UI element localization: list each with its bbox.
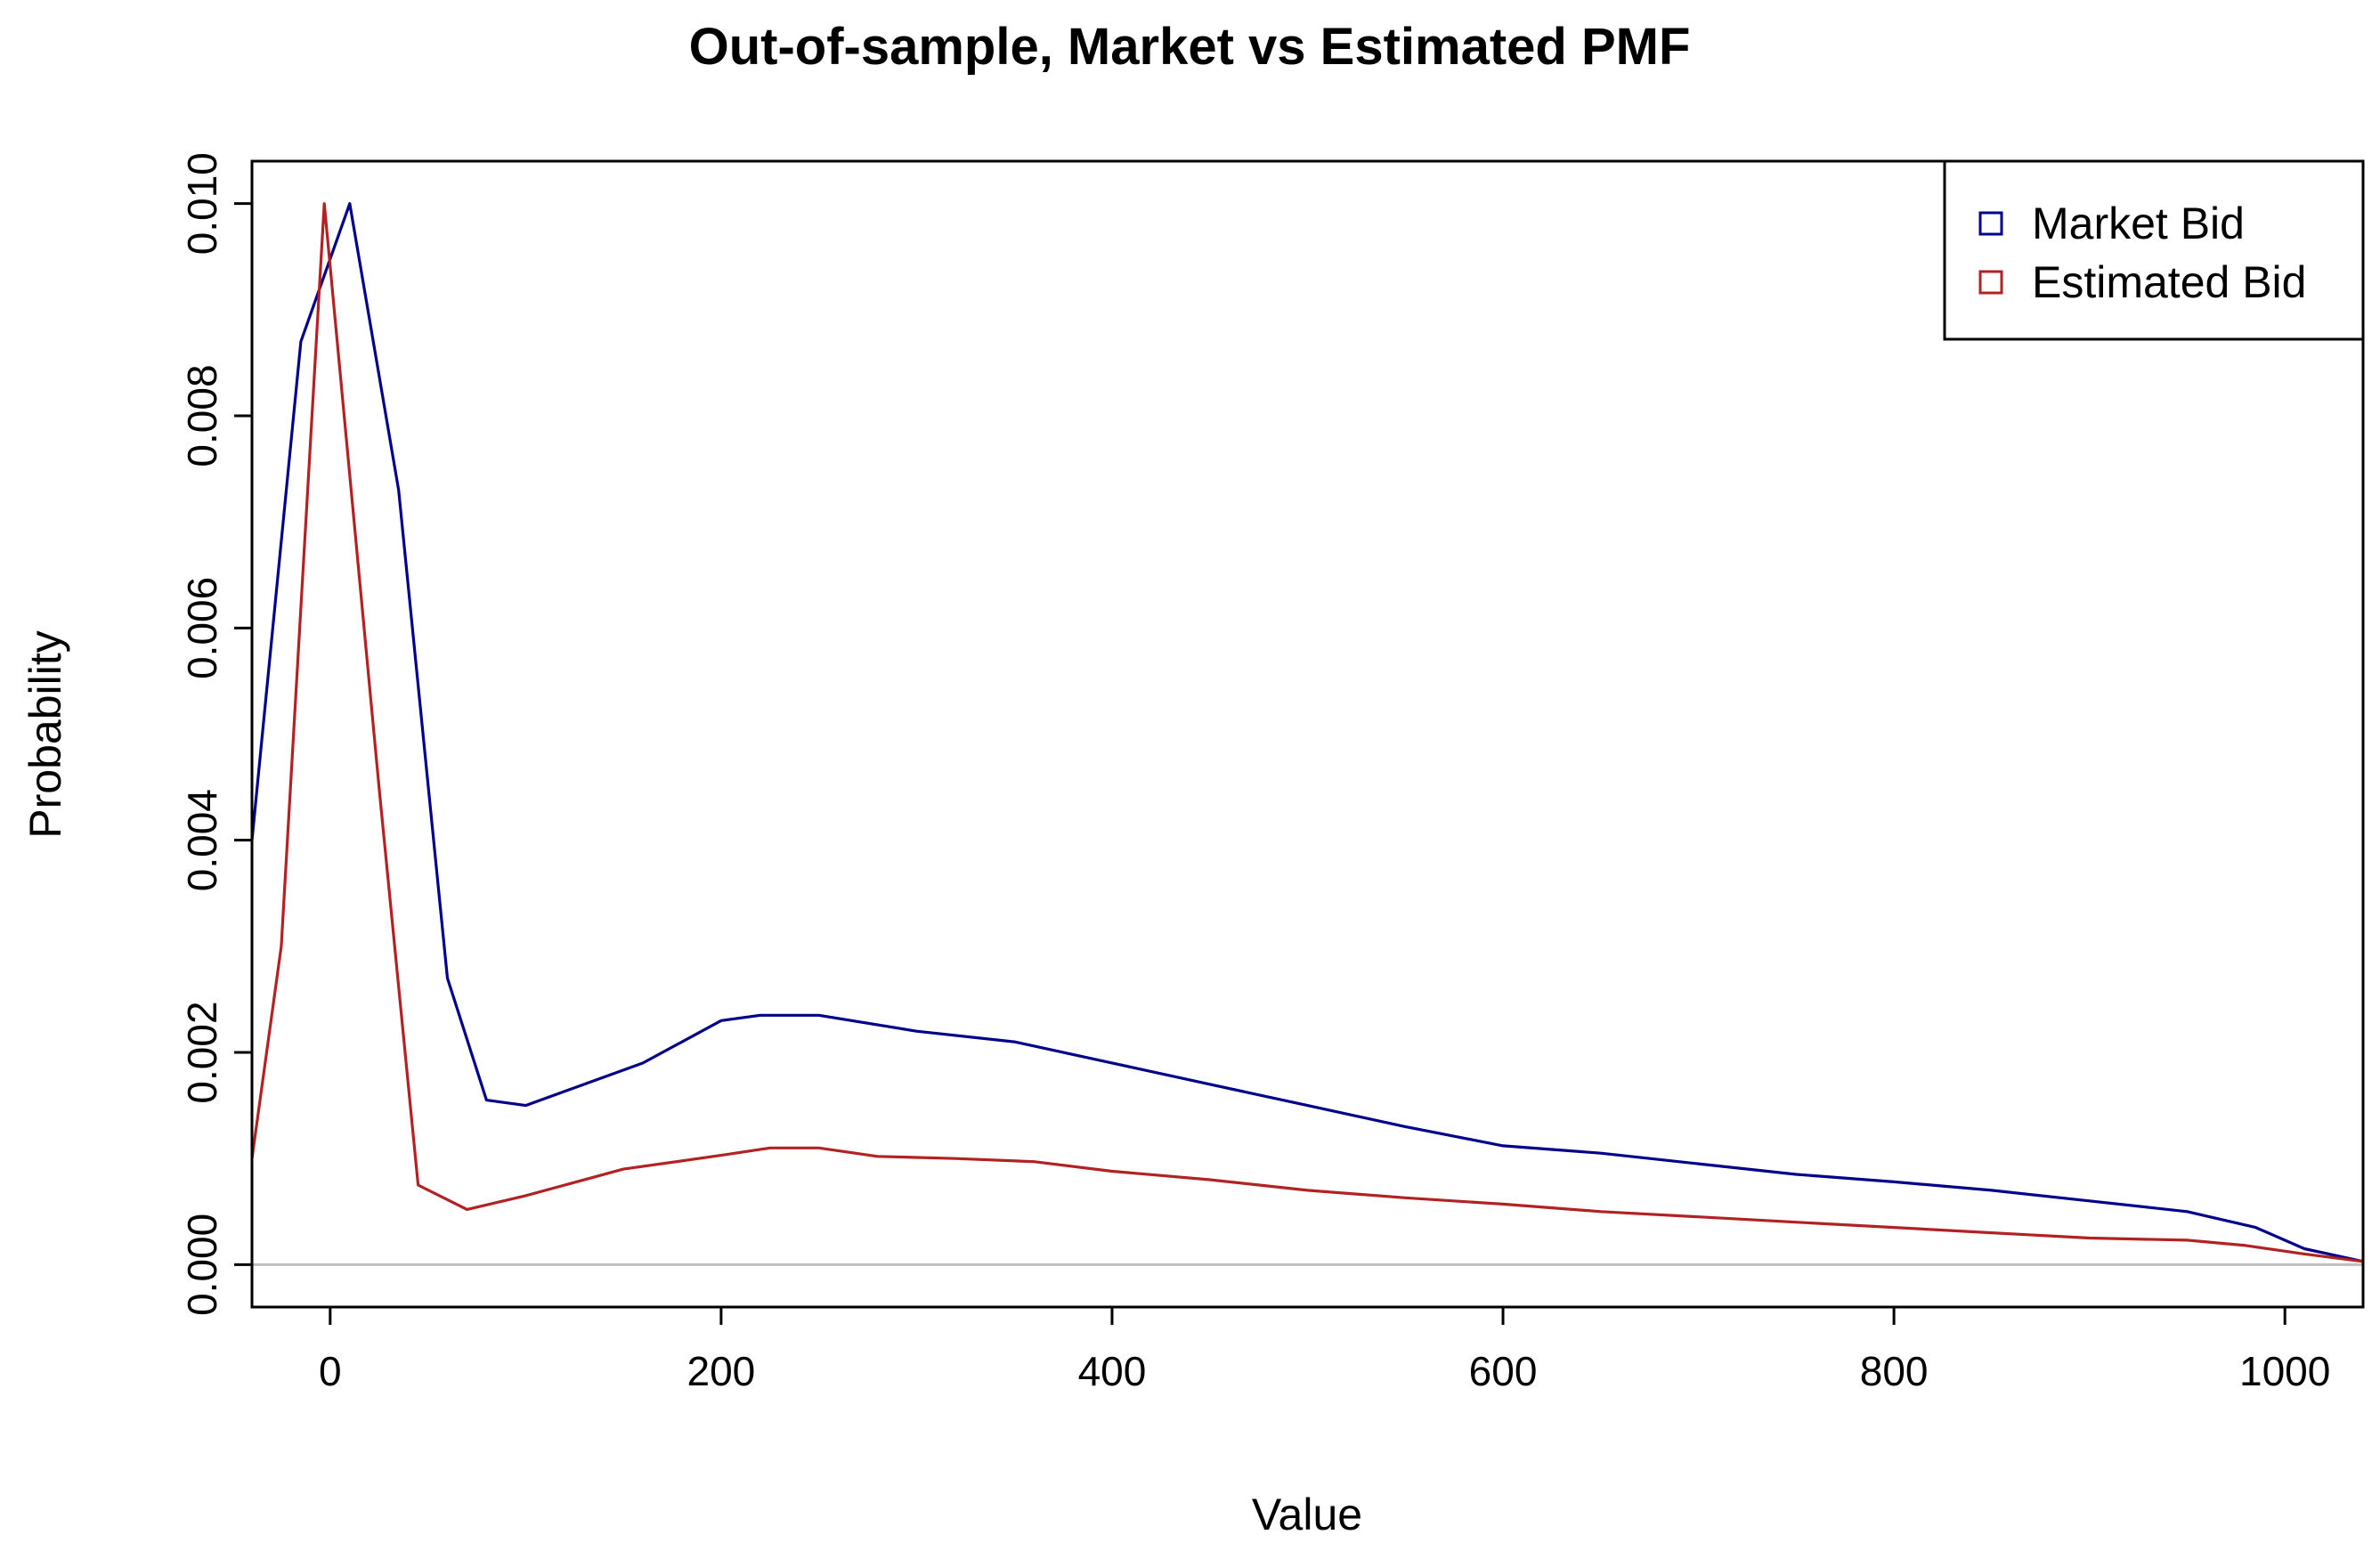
chart-title: Out-of-sample, Market vs Estimated PMF xyxy=(689,18,1691,76)
y-tick-label-0: 0.000 xyxy=(179,1214,225,1316)
y-tick-label-4: 0.008 xyxy=(179,364,225,467)
series-line-1 xyxy=(250,202,2364,1263)
x-axis-label: Value xyxy=(1252,1490,1362,1539)
legend: Market Bid Estimated Bid xyxy=(1943,159,2365,341)
y-tick-label-2: 0.004 xyxy=(179,789,225,891)
x-tick-label-800: 800 xyxy=(1860,1348,1929,1394)
y-tick-label-1: 0.002 xyxy=(179,1001,225,1103)
legend-swatch-2 xyxy=(1978,270,2003,295)
x-tick-label-1000: 1000 xyxy=(2239,1348,2330,1394)
x-tick-label-0: 0 xyxy=(319,1348,342,1394)
y-tick-label-3: 0.006 xyxy=(179,577,225,679)
x-tick-label-600: 600 xyxy=(1469,1348,1538,1394)
legend-label-2: Estimated Bid xyxy=(2032,257,2306,307)
axes: 0 200 400 600 800 1000 0.000 0.002 0.004 0.006 0.0… xyxy=(179,152,2365,1394)
series-line-2 xyxy=(250,202,2364,1263)
legend-swatch-1 xyxy=(1978,211,2003,236)
x-tick-label-200: 200 xyxy=(687,1348,756,1394)
legend-box xyxy=(1943,159,2365,341)
plot-frame xyxy=(250,159,2365,1309)
x-tick-label-400: 400 xyxy=(1078,1348,1147,1394)
plot-area xyxy=(250,202,2364,1266)
legend-label-1: Market Bid xyxy=(2032,199,2245,248)
y-axis-label: Probability xyxy=(20,630,70,838)
y-tick-label-5: 0.010 xyxy=(179,152,225,255)
